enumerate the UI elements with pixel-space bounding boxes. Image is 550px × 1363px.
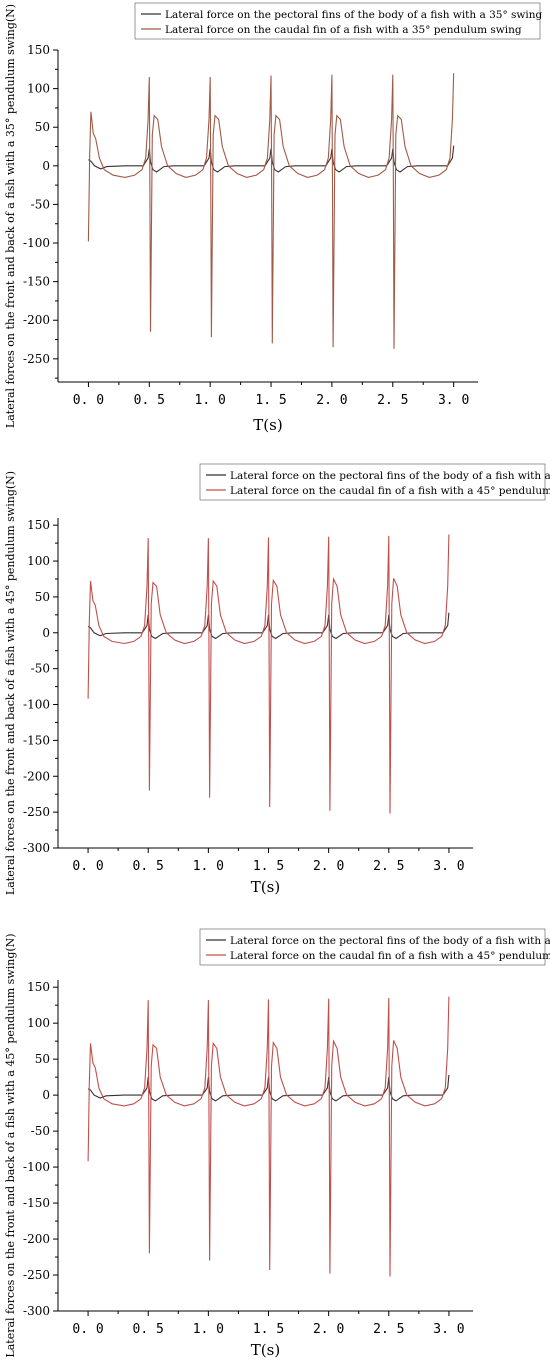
y-tick-label: 0 bbox=[42, 626, 50, 640]
x-tick-label: 1. 0 bbox=[195, 393, 226, 408]
y-tick-label: -300 bbox=[23, 841, 50, 855]
y-tick-label: -50 bbox=[31, 662, 50, 676]
x-tick-label: 1. 0 bbox=[193, 1322, 224, 1337]
y-tick-label: 50 bbox=[35, 120, 50, 134]
y-tick-label: -100 bbox=[23, 236, 50, 250]
y-tick-label: -150 bbox=[23, 733, 50, 747]
y-tick-label: -50 bbox=[31, 1124, 50, 1138]
y-tick-label: -50 bbox=[31, 197, 50, 211]
legend-label-0: Lateral force on the pectoral fins of th… bbox=[230, 935, 550, 947]
y-tick-label: 50 bbox=[35, 590, 50, 604]
legend-label-0: Lateral force on the pectoral fins of th… bbox=[165, 9, 543, 21]
x-tick-label: 2. 5 bbox=[373, 859, 404, 874]
x-axis-title: T(s) bbox=[251, 878, 280, 896]
y-tick-label: -100 bbox=[23, 698, 50, 712]
x-tick-label: 3. 0 bbox=[433, 1322, 464, 1337]
x-tick-label: 2. 5 bbox=[373, 1322, 404, 1337]
y-axis-title: Lateral forces on the front and back of … bbox=[4, 471, 17, 895]
x-tick-label: 1. 5 bbox=[255, 393, 286, 408]
y-tick-label: 150 bbox=[27, 980, 50, 994]
y-tick-label: -250 bbox=[23, 1268, 50, 1282]
y-tick-label: -200 bbox=[23, 313, 50, 327]
x-tick-label: 2. 0 bbox=[313, 1322, 344, 1337]
y-tick-label: -200 bbox=[23, 1232, 50, 1246]
x-tick-label: 3. 0 bbox=[438, 393, 469, 408]
legend-label-1: Lateral force on the caudal fin of a fis… bbox=[230, 485, 550, 497]
y-tick-label: 100 bbox=[27, 82, 50, 96]
chart-svg: 150 100 50 0 -50 -100 -150 -200 -250 -300 0. 0 0. 5… bbox=[4, 463, 550, 896]
y-tick-label: -250 bbox=[23, 805, 50, 819]
y-tick-label: 100 bbox=[27, 1016, 50, 1030]
y-axis-title: Lateral forces on the front and back of … bbox=[4, 933, 17, 1357]
x-tick-label: 0. 0 bbox=[73, 393, 104, 408]
x-tick-label: 3. 0 bbox=[433, 859, 464, 874]
x-axis-title: T(s) bbox=[253, 416, 282, 434]
y-tick-label: -300 bbox=[23, 1304, 50, 1318]
y-tick-label: 100 bbox=[27, 554, 50, 568]
chart-panel-35-degree: 150 100 50 0 -50 -100 -150 -200 -250 0. 0 0. 5 1. 0… bbox=[0, 0, 550, 452]
x-tick-label: 0. 5 bbox=[134, 393, 165, 408]
y-tick-label: 0 bbox=[42, 1088, 50, 1102]
legend-label-1: Lateral force on the caudal fin of a fis… bbox=[165, 24, 522, 36]
series-line-1 bbox=[87, 996, 450, 1277]
legend-box bbox=[134, 2, 541, 40]
y-tick-label: -150 bbox=[23, 1196, 50, 1210]
x-tick-label: 2. 0 bbox=[316, 393, 347, 408]
legend-label-1: Lateral force on the caudal fin of a fis… bbox=[230, 950, 550, 962]
y-tick-label: -200 bbox=[23, 769, 50, 783]
chart-panel-45-degree-repeat: 150 100 50 0 -50 -100 -150 -200 -250 -300 0. 0 0. 5… bbox=[0, 924, 550, 1363]
legend-box bbox=[199, 463, 546, 501]
y-tick-label: -150 bbox=[23, 275, 50, 289]
x-tick-label: 1. 0 bbox=[193, 859, 224, 874]
y-tick-label: -250 bbox=[23, 352, 50, 366]
x-tick-label: 1. 5 bbox=[253, 1322, 284, 1337]
chart-svg: 150 100 50 0 -50 -100 -150 -200 -250 -300 0. 0 0. 5… bbox=[4, 928, 550, 1359]
chart-panel-45-degree: 150 100 50 0 -50 -100 -150 -200 -250 -300 0. 0 0. 5… bbox=[0, 462, 550, 914]
series-line-1 bbox=[87, 73, 455, 349]
chart-svg: 150 100 50 0 -50 -100 -150 -200 -250 0. 0 0. 5 1. 0… bbox=[4, 2, 543, 434]
x-tick-label: 1. 5 bbox=[253, 859, 284, 874]
x-tick-label: 2. 5 bbox=[377, 393, 408, 408]
y-tick-label: 0 bbox=[42, 159, 50, 173]
y-tick-label: 150 bbox=[27, 518, 50, 532]
x-tick-label: 0. 5 bbox=[133, 1322, 164, 1337]
y-tick-label: 50 bbox=[35, 1052, 50, 1066]
x-tick-label: 0. 0 bbox=[72, 859, 103, 874]
y-axis-title: Lateral forces on the front and back of … bbox=[4, 4, 17, 428]
legend-box bbox=[199, 928, 546, 966]
y-tick-label: 150 bbox=[27, 43, 50, 57]
x-tick-label: 0. 5 bbox=[133, 859, 164, 874]
x-tick-label: 2. 0 bbox=[313, 859, 344, 874]
series-line-1 bbox=[87, 534, 450, 814]
y-tick-label: -100 bbox=[23, 1160, 50, 1174]
x-axis-title: T(s) bbox=[251, 1341, 280, 1359]
legend-label-0: Lateral force on the pectoral fins of th… bbox=[230, 470, 550, 482]
x-tick-label: 0. 0 bbox=[72, 1322, 103, 1337]
